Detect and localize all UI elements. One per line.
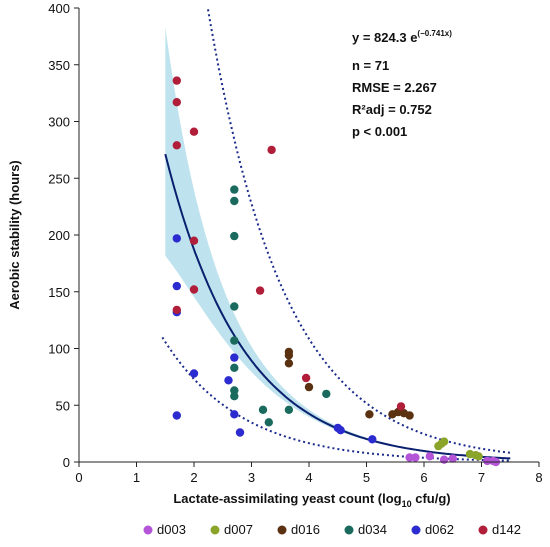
data-point-d142 [267,145,276,155]
data-point-d062 [172,234,181,243]
data-point-d062 [189,369,199,378]
data-point-d034 [230,196,239,206]
data-point-d062 [336,426,345,435]
data-point-d003 [411,453,420,462]
data-point-d062 [368,435,377,444]
x-tick-label: 8 [535,470,542,485]
legend-label: d003 [157,522,186,537]
x-tick-label: 6 [420,470,427,485]
data-point-d003 [425,452,434,461]
fit-equation: y = 824.3 e(−0.741x) [352,29,452,45]
legend-label: d016 [291,522,320,537]
data-point-d034 [230,185,239,194]
y-tick-label: 350 [48,58,70,73]
data-point-d142 [189,127,199,136]
legend-item-d016: d016 [277,522,320,537]
data-point-d034 [230,231,239,241]
legend-item-d003: d003 [143,522,186,537]
prediction-upper-line [206,8,511,454]
legend-item-d007: d007 [210,522,253,537]
data-point-d016 [405,411,414,420]
prediction-lower-line [161,336,511,462]
y-tick-label: 100 [48,342,70,357]
y-tick-label: 200 [48,228,70,243]
x-tick-label: 3 [248,470,255,485]
x-tick-label: 4 [305,470,312,485]
data-point-d003 [439,455,449,464]
legend-marker [143,525,153,535]
x-tick-label: 0 [75,470,82,485]
legend-marker [277,525,287,535]
y-tick-label: 250 [48,171,70,186]
data-point-d142 [396,402,406,411]
legend-marker [344,525,354,535]
fit-curve [164,153,511,460]
data-point-d034 [230,302,239,311]
y-tick-label: 300 [48,115,70,130]
data-point-d003 [405,453,414,462]
legend-label: d034 [358,522,387,537]
data-point-d034 [284,405,294,414]
data-point-d142 [255,286,265,295]
legend-marker [411,525,421,535]
data-point-d003 [448,454,457,463]
data-point-d062 [224,376,233,385]
data-point-d016 [304,382,314,392]
data-point-d016 [284,359,294,368]
x-tick-label: 2 [190,470,197,485]
data-point-d062 [230,353,239,362]
data-point-d016 [365,410,374,419]
data-point-d142 [189,285,199,294]
data-point-d142 [172,98,181,107]
data-point-d034 [230,363,239,372]
stat-n: n = 71 [352,58,389,73]
data-point-d062 [172,281,181,291]
y-tick-label: 50 [56,398,70,413]
data-point-d062 [172,411,181,420]
legend-label: d062 [425,522,454,537]
legend-item-d062: d062 [411,522,454,537]
data-point-d007 [474,452,483,461]
y-tick-label: 0 [63,455,70,470]
data-point-d142 [172,141,181,150]
x-ticks: 0 1 2 3 4 5 6 7 8 [75,462,543,485]
stat-p: p < 0.001 [352,124,407,139]
stat-rmse: RMSE = 2.267 [352,80,437,95]
data-point-d142 [172,305,181,315]
y-ticks: 0 50 100 150 200 250 300 350 400 [48,1,79,470]
data-point-d034 [230,336,239,345]
legend-item-d034: d034 [344,522,387,537]
legend-marker [210,525,220,535]
x-tick-label: 5 [363,470,370,485]
stat-r2: R²adj = 0.752 [352,102,432,117]
data-point-d034 [264,418,273,427]
y-axis-title: Aerobic stability (hours) [7,160,22,310]
data-point-d142 [301,373,311,383]
y-tick-label: 150 [48,285,70,300]
data-point-d062 [235,428,245,437]
x-axis-title: Lactate-assimilating yeast count (log10 … [173,491,450,509]
data-point-d034 [322,389,331,399]
legend: d003 d007 d016 d034 d062 d142 [143,522,521,537]
data-point-d142 [172,76,181,85]
axes [78,8,539,463]
legend-label: d142 [492,522,521,537]
data-point-d062 [230,410,239,419]
legend-item-d142: d142 [478,522,521,537]
data-points [172,76,501,467]
legend-label: d007 [224,522,253,537]
data-point-d142 [189,236,199,245]
legend-marker [478,525,488,535]
confidence-band [165,27,511,459]
data-point-d034 [230,392,239,401]
x-tick-label: 1 [133,470,140,485]
x-tick-label: 7 [478,470,485,485]
y-tick-label: 400 [48,1,70,16]
data-point-d016 [284,351,294,360]
data-point-d034 [258,405,268,414]
fit-statistics: y = 824.3 e(−0.741x) n = 71 RMSE = 2.267… [352,29,452,139]
data-point-d007 [439,437,449,446]
